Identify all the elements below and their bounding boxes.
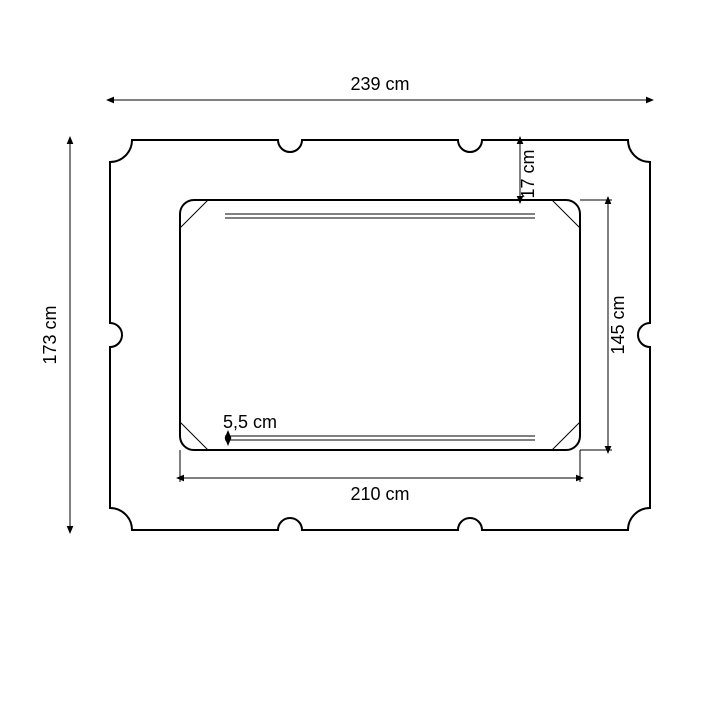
dimension-label: 239 cm xyxy=(350,74,409,94)
outer-shape xyxy=(110,140,650,530)
dimension-label: 210 cm xyxy=(350,484,409,504)
dimension-drawing: 239 cm 173 cm 210 cm 145 cm 17 cm 5,5 cm xyxy=(0,0,720,720)
dimension-label: 145 cm xyxy=(608,295,628,354)
dimension-label: 5,5 cm xyxy=(223,412,277,432)
dimension-label: 173 cm xyxy=(40,305,60,364)
dimension-label: 17 cm xyxy=(518,149,538,198)
